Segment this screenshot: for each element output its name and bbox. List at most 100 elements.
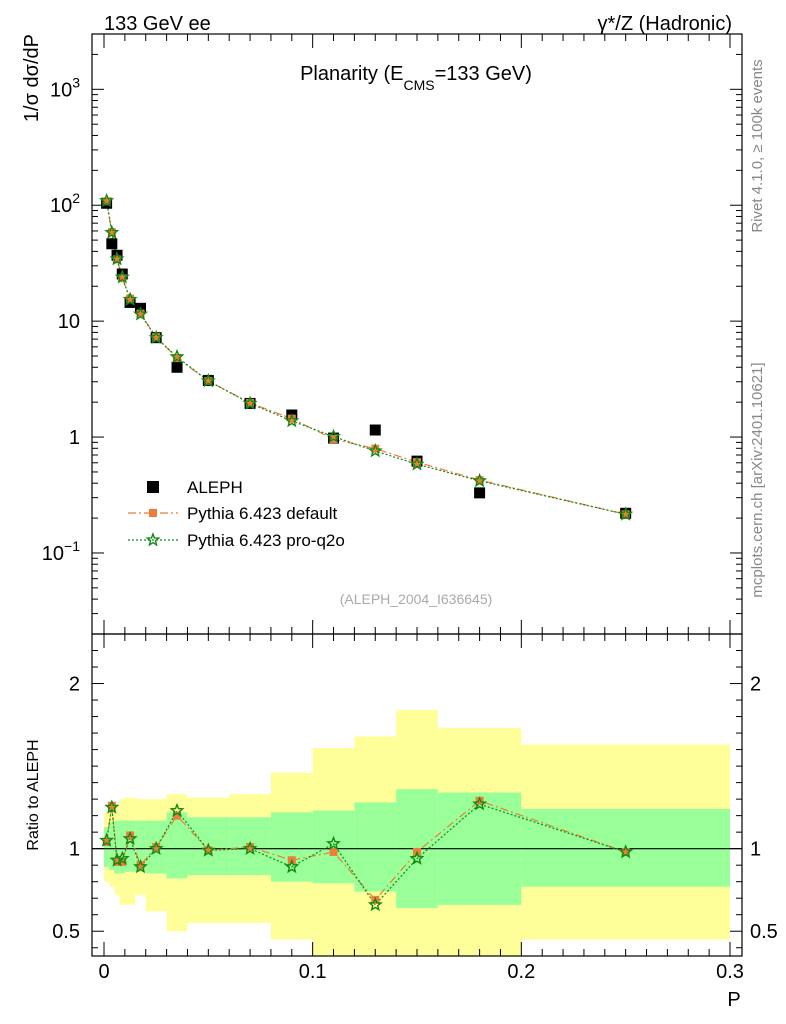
default-ratio-point-2	[113, 857, 122, 866]
proq2o-point-2	[109, 251, 125, 266]
inner-band-0	[104, 827, 110, 867]
proq2o-point-8	[200, 373, 216, 388]
default-ratio-point-4	[126, 831, 135, 840]
inner-band-1	[109, 822, 115, 871]
proq2o-point-6	[148, 329, 164, 345]
inner-band-2	[114, 820, 120, 874]
y-tick-label: 1	[69, 427, 80, 449]
series-line-default	[106, 201, 626, 515]
proq2o-point-14	[472, 472, 488, 488]
rivet-version-text: Rivet 4.1.0, ≥ 100k events	[749, 59, 766, 232]
data-point-3	[116, 268, 128, 280]
default-point-3	[118, 274, 127, 283]
default-point-13	[413, 458, 421, 467]
default-ratio-point-7	[173, 811, 182, 820]
proq2o-ratio-point-13	[409, 850, 425, 865]
legend: ALEPH Pythia 6.423 default Pythia 6.423 pr…	[128, 478, 345, 550]
y-axis-label: 1/σ dσ/dP	[21, 34, 43, 122]
data-point-12	[369, 424, 381, 436]
proq2o-ratio-point-14	[472, 796, 488, 811]
y-tick-label: 102	[50, 190, 80, 217]
default-ratio-point-15	[621, 847, 630, 856]
proq2o-ratio-point-3	[114, 850, 130, 865]
ratio-tick-label-right: 0.5	[750, 921, 778, 943]
default-point-2	[113, 255, 122, 264]
ratio-line-default	[106, 800, 626, 901]
ratio-axis-label: Ratio to ALEPH	[25, 739, 42, 850]
proq2o-point-10	[284, 412, 300, 428]
default-point-15	[621, 510, 630, 519]
proq2o-point-15	[618, 506, 634, 521]
legend-marker-proq2o	[145, 532, 161, 547]
default-point-14	[475, 476, 484, 485]
data-markers	[99, 192, 634, 912]
data-point-14	[474, 487, 486, 499]
default-ratio-point-1	[107, 801, 116, 810]
proq2o-point-12	[367, 443, 383, 458]
y-tick-label: 103	[50, 74, 80, 101]
default-point-7	[173, 354, 182, 363]
mcplots-credit-text: mcplots.cern.ch [arXiv:2401.10621]	[749, 362, 766, 597]
default-ratio-point-0	[102, 838, 111, 847]
proq2o-point-7	[169, 348, 185, 364]
default-point-5	[136, 309, 145, 318]
legend-marker-default	[149, 509, 157, 517]
series-line-proq2o	[106, 200, 626, 515]
ratio-tick-label: 1	[69, 839, 80, 861]
proq2o-ratio-point-1	[104, 799, 120, 814]
ratio-bands	[92, 709, 742, 956]
default-point-0	[102, 197, 111, 206]
default-point-10	[287, 414, 296, 423]
x-tick-label: 0.2	[507, 961, 535, 983]
legend-label-default: Pythia 6.423 default	[187, 504, 338, 523]
proq2o-ratio-point-2	[109, 852, 125, 867]
default-point-1	[107, 228, 116, 237]
title-rest: =133 GeV)	[435, 63, 532, 85]
default-ratio-point-6	[152, 843, 161, 852]
ratio-tick-label-right: 2	[750, 674, 761, 696]
title-sub: CMS	[403, 77, 434, 93]
proq2o-point-0	[99, 192, 115, 208]
plot-title: Planarity (ECMS=133 GeV)	[300, 63, 532, 93]
proq2o-point-5	[132, 306, 149, 321]
proq2o-point-11	[325, 428, 342, 443]
default-point-4	[126, 294, 135, 303]
inner-band-4	[124, 820, 136, 872]
header-right: γ*/Z (Hadronic)	[598, 13, 732, 35]
proq2o-point-3	[114, 269, 130, 284]
inner-band-10	[270, 812, 313, 882]
proq2o-ratio-point-9	[242, 840, 258, 856]
x-tick-label: 0.1	[299, 961, 327, 983]
default-ratio-point-9	[246, 843, 255, 852]
proq2o-point-1	[104, 224, 120, 239]
proq2o-ratio-point-10	[284, 858, 300, 874]
inner-band-5	[135, 820, 146, 872]
ratio-axis-ticks: 0.5 0.5 1 1 2 2	[52, 633, 778, 949]
default-ratio-point-14	[475, 796, 484, 805]
default-point-6	[152, 333, 161, 342]
legend-marker-data	[147, 481, 159, 493]
x-axis-label: P	[727, 989, 740, 1011]
default-ratio-point-11	[329, 847, 338, 856]
proq2o-ratio-point-8	[200, 842, 216, 857]
data-point-2	[111, 249, 123, 261]
header-left: 133 GeV ee	[104, 13, 211, 35]
proq2o-ratio-point-12	[367, 896, 383, 912]
inner-band-12	[354, 802, 397, 892]
proq2o-ratio-point-7	[169, 802, 185, 818]
legend-label-data: ALEPH	[187, 478, 243, 497]
default-ratio-point-8	[204, 846, 213, 855]
x-tick-label: 0	[98, 961, 109, 983]
ratio-tick-label: 0.5	[52, 921, 80, 943]
legend-label-proq2o: Pythia 6.423 pro-q2o	[187, 531, 345, 550]
default-point-9	[246, 398, 255, 407]
analysis-tag: (ALEPH_2004_I636645)	[340, 591, 493, 607]
proq2o-ratio-point-5	[132, 858, 149, 874]
y-tick-label: 10−1	[42, 538, 80, 565]
proq2o-ratio-point-0	[99, 832, 115, 847]
title-main: Planarity (E	[300, 63, 403, 85]
inner-band-3	[119, 820, 125, 874]
default-ratio-point-5	[136, 861, 145, 870]
proq2o-ratio-point-4	[122, 830, 138, 846]
